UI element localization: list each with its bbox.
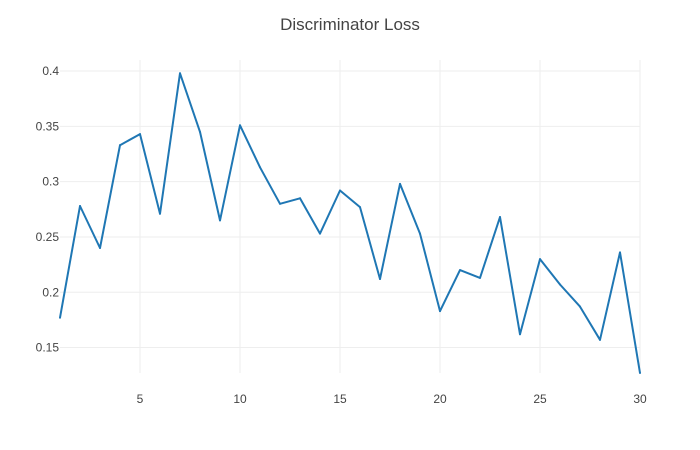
data-point [399,182,401,185]
data-point [159,212,161,215]
data-point [59,316,61,319]
x-tick-label: 30 [633,392,647,406]
y-tick-label: 0.2 [42,285,59,299]
x-tick-label: 5 [137,392,144,406]
data-point [179,72,181,75]
data-point [379,277,381,280]
data-point [299,197,301,200]
data-point [559,283,561,286]
data-point [239,124,241,127]
data-point [519,333,521,336]
data-point [579,305,581,308]
data-point [599,338,601,341]
data-point [619,251,621,254]
data-point [259,166,261,169]
data-point [279,202,281,205]
data-point [99,247,101,250]
data-point [499,216,501,219]
y-gridlines [60,70,640,349]
data-point [119,144,121,147]
x-tick-label: 15 [333,392,347,406]
series-line [59,72,641,374]
y-axis: 0.15 0.2 0.25 0.3 0.35 0.4 [36,64,60,355]
x-gridlines [139,60,641,373]
y-tick-label: 0.25 [36,230,60,244]
data-point [219,219,221,222]
data-point [79,204,81,207]
data-point [459,269,461,272]
x-tick-label: 10 [233,392,247,406]
data-point [139,133,141,136]
data-point [319,232,321,235]
chart-title: Discriminator Loss [280,15,420,34]
data-point [359,206,361,209]
data-point [639,372,641,374]
data-point [339,189,341,192]
data-point [419,232,421,235]
plot-area [59,72,641,374]
data-point [539,258,541,261]
x-tick-label: 25 [533,392,547,406]
x-axis: 5 10 15 20 25 30 [137,392,647,406]
y-tick-label: 0.15 [36,341,60,355]
y-tick-label: 0.3 [42,175,59,189]
data-point [439,310,441,313]
data-point [199,130,201,133]
y-tick-label: 0.4 [42,64,59,78]
data-point [479,276,481,279]
y-tick-label: 0.35 [36,119,60,133]
x-tick-label: 20 [433,392,447,406]
